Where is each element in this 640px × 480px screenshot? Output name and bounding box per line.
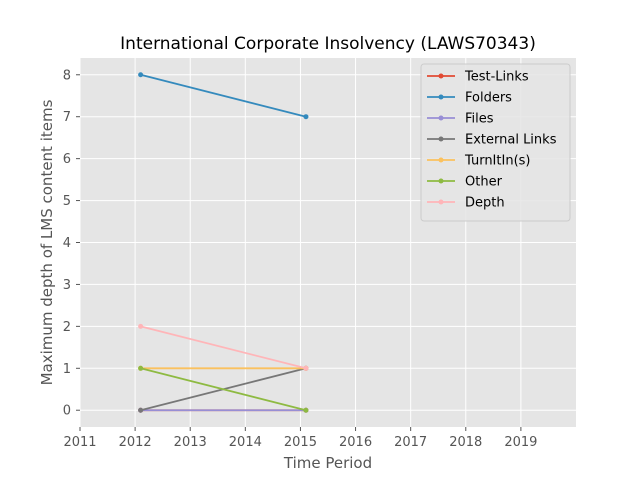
x-tick-label: 2019: [504, 435, 537, 450]
x-axis-title: Time Period: [283, 454, 372, 472]
data-point-other: [303, 407, 309, 413]
x-tick-label: 2011: [63, 435, 96, 450]
y-tick-label: 6: [63, 152, 71, 167]
legend-marker-external-links: [438, 136, 444, 142]
y-axis: 0 1 2 3 4 5 6 7 8: [63, 68, 80, 419]
series-line-depth: [140, 325, 307, 370]
legend-label-turnitin-s: TurnItIn(s): [464, 154, 530, 169]
legend-label-files: Files: [465, 112, 494, 127]
y-tick-label: 4: [63, 236, 71, 251]
legend-marker-other: [438, 178, 444, 184]
data-point-depth: [138, 323, 144, 329]
x-tick-label: 2017: [394, 435, 427, 450]
legend-label-external-links: External Links: [465, 133, 557, 148]
y-tick-label: 3: [63, 278, 71, 293]
y-tick-label: 2: [63, 320, 71, 335]
legend: Test-Links Folders Files External Links Turn…: [420, 63, 571, 222]
x-tick-label: 2015: [284, 435, 317, 450]
y-axis-title: Maximum depth of LMS content items: [38, 99, 56, 385]
y-tick-label: 5: [63, 194, 71, 209]
data-point-depth: [303, 365, 309, 371]
legend-marker-test-links: [438, 73, 444, 79]
x-tick-label: 2012: [119, 435, 152, 450]
legend-label-folders: Folders: [465, 91, 512, 106]
data-point-folders: [303, 114, 309, 120]
legend-marker-folders: [438, 94, 444, 100]
y-tick-label: 8: [63, 68, 71, 83]
series-line-other: [140, 367, 307, 412]
chart-title: International Corporate Insolvency (LAWS…: [120, 34, 536, 54]
data-point-external-links: [138, 407, 144, 413]
y-tick-label: 1: [63, 362, 71, 377]
legend-label-other: Other: [465, 175, 503, 190]
x-tick-label: 2014: [229, 435, 262, 450]
legend-label-depth: Depth: [465, 196, 505, 211]
legend-marker-depth: [438, 199, 444, 205]
series-layer: [138, 72, 309, 413]
data-point-folders: [138, 72, 144, 78]
data-point-other: [138, 365, 144, 371]
legend-marker-files: [438, 115, 444, 121]
x-axis: 2011 2012 2013 2014 2015 2016 2017 2018 2019: [63, 427, 537, 450]
series-line-folders: [140, 73, 307, 118]
legend-frame: [420, 63, 571, 222]
x-tick-label: 2013: [174, 435, 207, 450]
x-tick-label: 2016: [339, 435, 372, 450]
legend-label-test-links: Test-Links: [464, 70, 529, 85]
y-tick-label: 7: [63, 110, 71, 125]
y-tick-label: 0: [63, 404, 71, 419]
x-tick-label: 2018: [449, 435, 482, 450]
legend-marker-turnitin-s: [438, 157, 444, 163]
